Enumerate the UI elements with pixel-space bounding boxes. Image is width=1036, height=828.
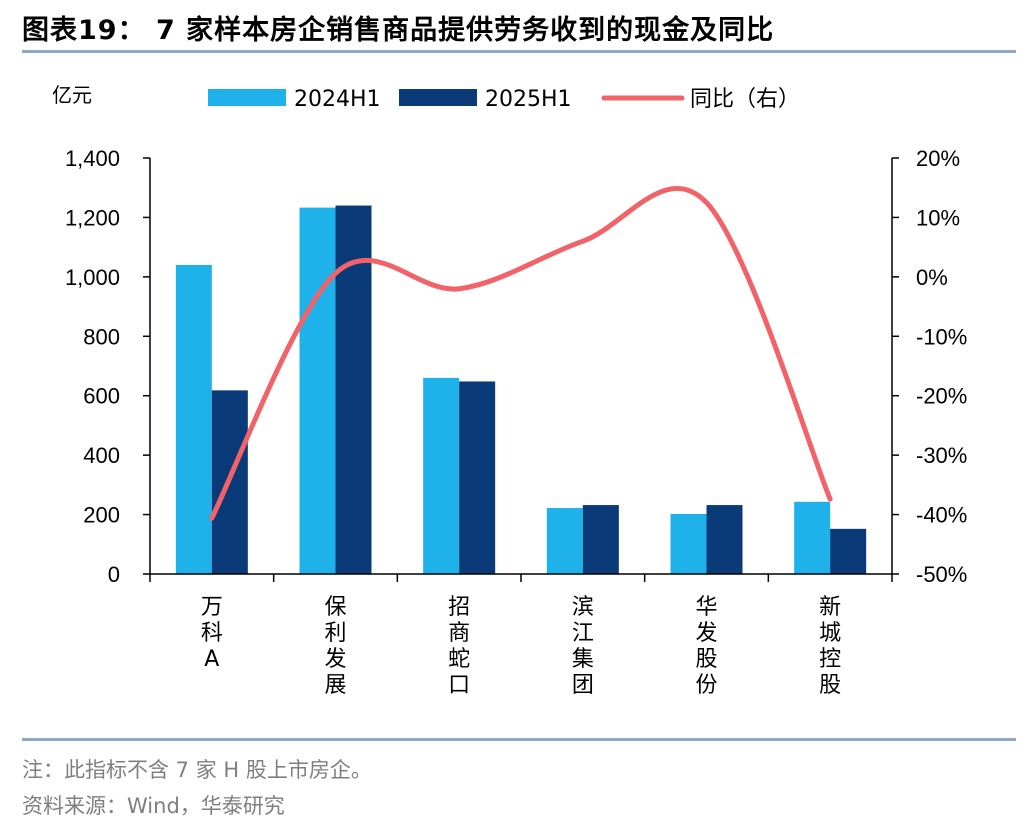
category-label-0: 万科 A [201, 595, 223, 672]
right-tick-labels: -50% -40% -30% -20% -10% 0% 10% 20% [916, 146, 967, 587]
right-tick-label: -20% [916, 384, 967, 409]
left-tick-label: 600 [83, 384, 120, 409]
bar-2024h1-2 [423, 377, 460, 574]
top-rule [22, 50, 1016, 53]
category-label-4: 华发股份 [695, 595, 717, 698]
left-tick-label: 400 [83, 443, 120, 468]
left-tick-label: 1,000 [65, 265, 120, 290]
left-tick-label: 0 [108, 562, 120, 587]
bar-2024h1-1 [299, 207, 336, 574]
category-label-3: 滨江集团 [572, 595, 594, 698]
bars [175, 205, 867, 575]
bar-2024h1-0 [175, 264, 212, 574]
figure-title: 图表19： 7 家样本房企销售商品提供劳务收到的现金及同比 [22, 15, 775, 46]
right-tick-label: 20% [916, 146, 960, 171]
source-note: 资料来源：Wind，华泰研究 [22, 794, 285, 818]
footnote: 注：此指标不含 7 家 H 股上市房企。 [22, 758, 372, 782]
right-tick-label: 10% [916, 205, 960, 230]
left-tick-label: 1,400 [65, 146, 120, 171]
bar-2025h1-4 [706, 505, 743, 574]
bar-2024h1-5 [794, 501, 831, 574]
chart: 亿元 2024H1 2025H1 同比（右） 0 200 400 600 800 1,00… [52, 83, 967, 698]
bottom-rule [22, 738, 1016, 741]
bar-2025h1-5 [830, 528, 867, 574]
left-tick-label: 800 [83, 324, 120, 349]
right-tick-label: -10% [916, 324, 967, 349]
right-tick-label: -50% [916, 562, 967, 587]
category-labels: 万科 A 保利发展 招商蛇口 滨江集团 华发股份 新城控股 [201, 595, 841, 698]
legend-label-2025h1: 2025H1 [485, 87, 572, 112]
category-label-5: 新城控股 [819, 595, 841, 698]
left-tick-labels: 0 200 400 600 800 1,000 1,200 1,400 [65, 146, 120, 587]
legend-swatch-2025h1 [399, 89, 477, 106]
category-label-2: 招商蛇口 [448, 595, 470, 698]
left-tick-label: 200 [83, 503, 120, 528]
legend-swatch-2024h1 [208, 89, 286, 106]
legend-label-2024h1: 2024H1 [294, 87, 381, 112]
right-tick-label: -40% [916, 503, 967, 528]
bar-2024h1-4 [670, 513, 707, 574]
right-tick-label: -30% [916, 443, 967, 468]
left-tick-label: 1,200 [65, 205, 120, 230]
legend-label-yoy: 同比（右） [690, 87, 800, 112]
yoy-series [209, 186, 833, 521]
yoy-line [209, 186, 833, 521]
bar-2024h1-3 [546, 508, 583, 574]
bar-2025h1-2 [459, 381, 496, 574]
axes [143, 157, 899, 582]
right-tick-label: 0% [916, 265, 948, 290]
legend: 2024H1 2025H1 同比（右） [208, 87, 800, 112]
y-axis-unit: 亿元 [52, 83, 92, 107]
bar-2025h1-3 [582, 505, 619, 574]
category-label-1: 保利发展 [324, 595, 346, 698]
